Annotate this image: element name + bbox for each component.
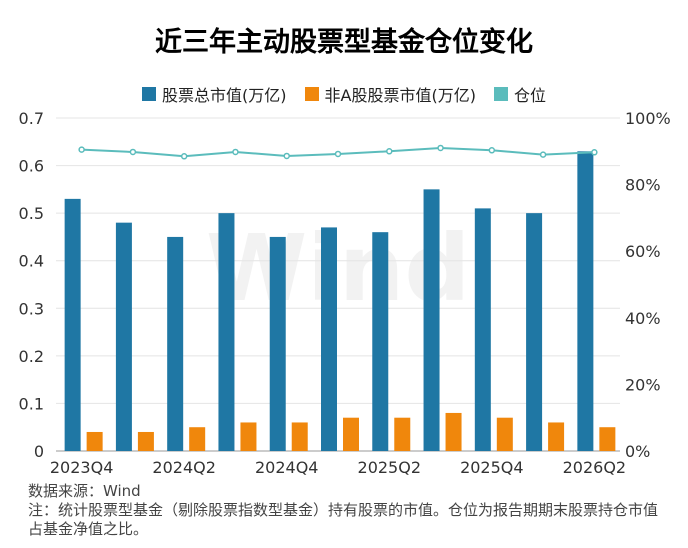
legend-label-total: 股票总市值(万亿) [162,86,287,105]
bar-non-a-market-value [291,422,308,451]
bar-total-market-value [372,232,389,451]
y-left-tick-label: 0.5 [19,204,44,223]
bar-total-market-value [474,208,491,451]
footer-source: 数据来源：Wind [28,482,141,500]
bar-total-market-value [577,151,594,452]
y-left-tick-label: 0.1 [19,394,44,413]
bar-non-a-market-value [496,417,513,451]
legend: 股票总市值(万亿) 非A股股票市值(万亿) 仓位 [0,82,688,106]
legend-item-position: 仓位 [493,82,546,106]
y-left-tick-label: 0.4 [19,252,44,271]
bar-non-a-market-value [86,431,103,451]
legend-swatch-position [493,87,508,101]
bar-non-a-market-value [189,427,206,451]
x-tick-label: 2024Q2 [152,458,216,477]
point-position [488,147,496,154]
y-right-tick-label: 60% [625,242,661,261]
bar-total-market-value [526,213,543,451]
bar-non-a-market-value [343,417,359,451]
y-right-tick-label: 40% [625,309,661,328]
bar-total-market-value [218,213,235,451]
point-position [232,148,239,156]
legend-item-non-a: 非A股股票市值(万亿) [304,82,476,106]
legend-label-position: 仓位 [513,86,546,105]
legend-swatch-total [142,87,157,101]
footer-note: 注：统计股票型基金（剔除股票指数型基金）持有股票的市值。仓位为报告期期末股票持仓… [28,501,659,538]
point-position [283,152,290,160]
bar-non-a-market-value [240,422,257,451]
y-right-tick-label: 80% [625,176,661,195]
point-position [334,150,342,158]
x-tick-label: 2026Q2 [563,458,627,477]
bar-total-market-value [423,189,440,451]
bar-total-market-value [64,198,81,451]
bar-total-market-value [269,236,286,451]
point-position [78,146,85,153]
legend-item-total: 股票总市值(万亿) [142,82,287,106]
point-position [386,148,393,155]
y-left-tick-label: 0.2 [19,347,44,366]
x-tick-label: 2025Q2 [358,458,422,477]
chart-title: 近三年主动股票型基金仓位变化 [155,27,533,58]
y-left-tick-label: 0.3 [19,299,44,318]
point-position [129,148,137,156]
y-left-tick-label: 0 [34,442,44,461]
x-tick-label: 2025Q4 [460,458,524,477]
y-left-tick-label: 0.6 [19,157,44,176]
bar-non-a-market-value [548,422,565,451]
y-right-tick-label: 100% [625,109,671,128]
legend-label-non-a: 非A股股票市值(万亿) [324,86,476,105]
point-position [437,144,444,152]
bar-total-market-value [167,236,184,451]
bar-total-market-value [321,227,337,451]
bar-non-a-market-value [599,427,616,451]
y-left-tick-label: 0.7 [19,109,44,128]
point-position [180,153,188,160]
bar-non-a-market-value [445,412,462,451]
legend-swatch-non-a [304,87,319,101]
point-position [539,151,547,158]
bar-non-a-market-value [394,417,411,451]
bar-total-market-value [115,222,132,451]
y-right-tick-label: 0% [625,442,650,461]
point-position [591,149,598,156]
x-tick-label: 2024Q4 [255,458,319,477]
footer: 数据来源：Wind 注：统计股票型基金（剔除股票指数型基金）持有股票的市值。仓位… [28,482,668,539]
y-right-tick-label: 20% [625,375,661,394]
x-tick-label: 2023Q4 [50,458,114,477]
bar-non-a-market-value [137,431,154,451]
